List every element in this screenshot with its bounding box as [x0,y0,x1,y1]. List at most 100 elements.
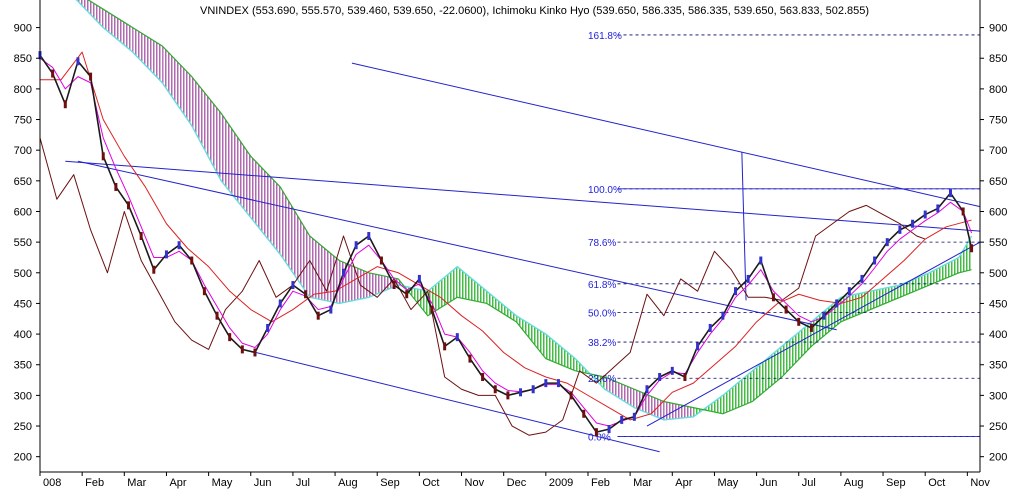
candle-mark [746,274,750,283]
kijun-line [40,51,972,421]
x-tick-label: 2009 [549,477,573,489]
trendline [351,62,981,208]
candle-mark [202,287,206,296]
trendline [741,152,747,301]
y-tick-label-right: 550 [989,237,1007,249]
x-tick-label: Mar [633,477,652,489]
candle-mark [139,232,143,240]
candle-mark [809,323,813,332]
y-tick-label: 600 [14,206,32,218]
y-tick-label: 650 [14,176,32,188]
candle-mark [708,323,712,332]
candle-mark [443,342,447,351]
x-tick-label: May [212,477,233,489]
cloud-bear-segment [162,45,192,126]
candle-mark [970,244,974,253]
candle-mark [771,293,775,302]
cloud-bear-segment [221,113,251,218]
candle-mark [481,372,485,381]
y-tick-label: 550 [14,237,32,249]
cloud-bull-segment [781,321,812,377]
cloud-bear-segment [76,0,104,28]
cloud-bull-segment [958,236,972,273]
candle-mark [215,311,219,320]
cloud-bull-segment [929,257,959,286]
trendlines [65,62,981,453]
candle-mark [177,241,181,250]
candle-mark [569,391,573,400]
candle-mark [531,385,535,394]
candle-mark [51,69,55,78]
candle-mark [240,345,244,354]
candle-mark [784,305,788,314]
x-tick-label: 008 [43,477,61,489]
y-tick-label: 500 [14,268,32,280]
candle-mark [152,265,156,274]
cloud-bull-segment [752,346,782,402]
y-tick-label: 450 [14,298,32,310]
candle-mark [89,72,93,81]
candle-mark [367,232,371,240]
candle-mark [873,256,877,265]
cloud-bull-segment [486,291,517,322]
x-tick-label: Jun [254,477,272,489]
candle-mark [468,354,472,363]
x-tick-label: Oct [422,477,439,489]
candle-mark [63,100,67,109]
y-tick-label-right: 850 [989,53,1007,65]
cloud-bear-segment [604,376,635,408]
candle-mark [76,57,80,66]
x-tick-label: Apr [169,477,186,489]
candle-mark [683,372,687,381]
x-tick-label: Feb [85,477,104,489]
y-tick-label-right: 450 [989,298,1007,310]
candle-mark [506,391,510,400]
candle-mark [266,323,270,332]
candle-mark [911,219,915,228]
cloud-bear-segment [634,389,664,420]
y-tick-label: 250 [14,421,32,433]
y-tick-label-right: 300 [989,390,1007,402]
x-tick-label: Sep [380,477,400,489]
candle-mark [278,299,282,308]
candle-mark [594,428,598,437]
trendline [250,350,660,453]
y-tick-label: 350 [14,360,32,372]
candle-mark [430,305,434,314]
y-tick-label: 900 [14,23,32,35]
fib-level-label: 161.8% [588,31,622,42]
cloud-bull-segment [899,272,930,298]
x-tick-label: Dec [507,477,527,489]
y-tick-label-right: 500 [989,268,1007,280]
y-tick-label: 800 [14,84,32,96]
candle-mark [354,241,358,250]
x-tick-label: Aug [844,477,864,489]
y-tick-label: 400 [14,329,32,341]
candle-mark [645,385,649,394]
candle-mark [923,210,927,219]
fib-level-label: 50.0% [588,309,616,320]
candle-mark [392,281,396,290]
candle-mark [885,238,889,247]
candle-mark [860,274,864,283]
candle-mark [455,333,459,342]
candle-mark [405,290,409,299]
x-tick-label: Mar [127,477,146,489]
y-tick-label-right: 900 [989,23,1007,35]
trendline [65,160,981,232]
candle-mark [696,342,700,351]
y-tick-label-right: 700 [989,145,1007,157]
trendline [646,241,981,427]
candle-mark [101,152,105,161]
candle-mark [114,182,118,191]
candle-mark [582,409,586,418]
x-tick-label: Jun [760,477,778,489]
candle-mark [759,256,763,265]
trendline [77,160,837,331]
fib-level-label: 38.2% [588,338,616,349]
cloud-bull-segment [840,291,871,322]
cloud-bull-segment [870,285,900,310]
candle-mark [164,250,168,259]
candle-mark [948,189,952,198]
